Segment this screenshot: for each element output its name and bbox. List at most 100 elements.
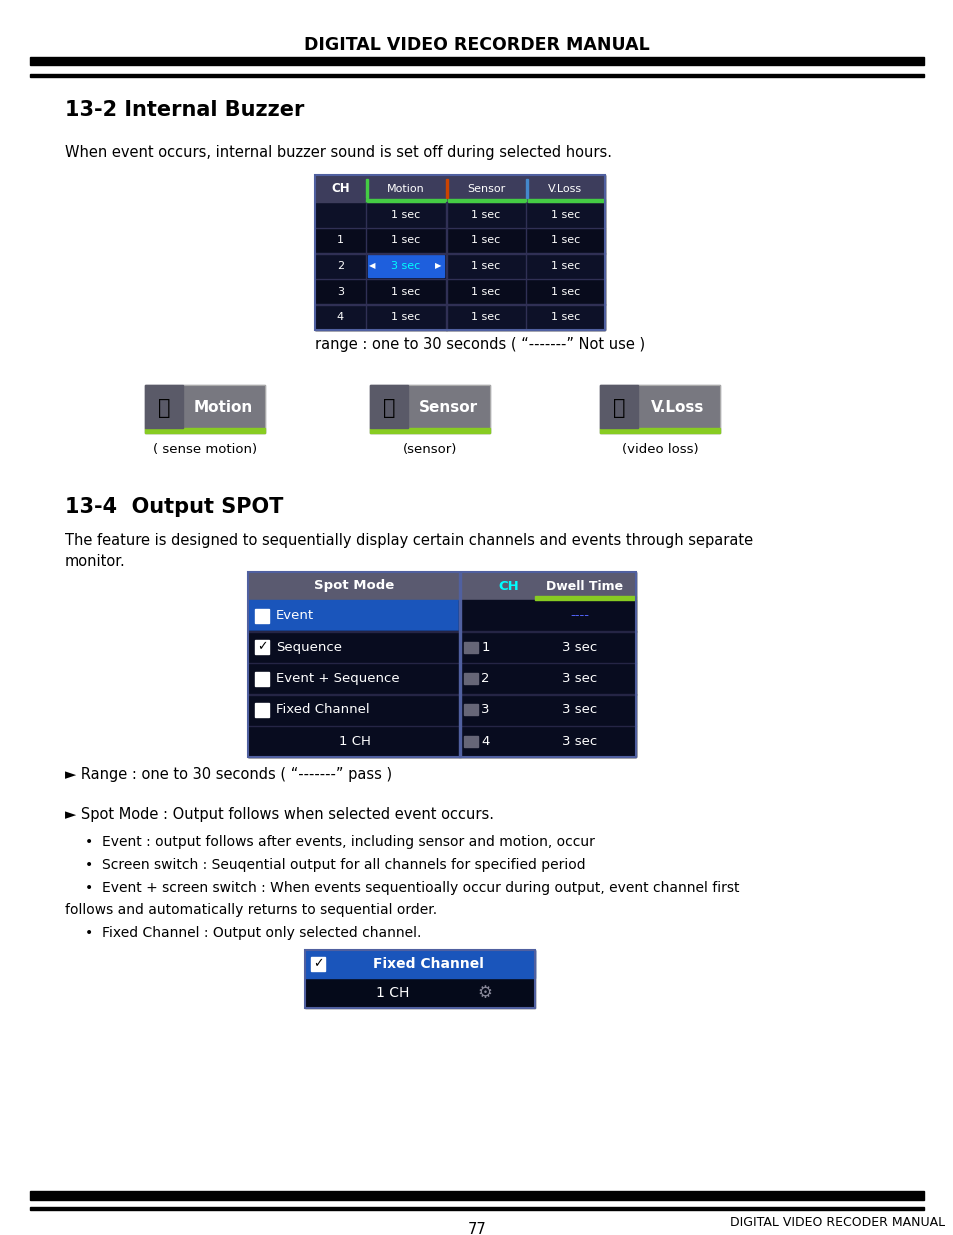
Bar — [464, 704, 478, 715]
Bar — [464, 736, 478, 747]
Text: 3: 3 — [480, 704, 489, 716]
Text: 1 sec: 1 sec — [471, 210, 500, 220]
Bar — [254, 703, 269, 716]
Text: Event: Event — [275, 609, 314, 622]
Text: 1 sec: 1 sec — [550, 312, 579, 322]
Bar — [314, 203, 604, 227]
Bar — [314, 279, 604, 304]
Bar — [248, 572, 636, 757]
Bar — [365, 179, 367, 198]
Bar — [370, 385, 490, 433]
Bar — [367, 256, 444, 277]
Bar — [370, 429, 490, 433]
Text: 13-4  Output SPOT: 13-4 Output SPOT — [65, 496, 283, 517]
Text: ⚙: ⚙ — [476, 984, 492, 1002]
Text: Fixed Channel: Fixed Channel — [275, 704, 369, 716]
Bar — [30, 1207, 923, 1210]
Bar — [305, 950, 535, 1008]
Text: •  Event : output follows after events, including sensor and motion, occur: • Event : output follows after events, i… — [85, 835, 595, 848]
Text: Event + Sequence: Event + Sequence — [275, 672, 399, 685]
Text: Dwell Time: Dwell Time — [546, 579, 622, 593]
Text: ✓: ✓ — [256, 641, 267, 653]
Text: •  Event + screen switch : When events sequentioally occur during output, event : • Event + screen switch : When events se… — [85, 881, 739, 895]
Bar — [314, 175, 604, 203]
Bar — [314, 227, 604, 253]
Bar — [145, 385, 183, 429]
Bar — [145, 385, 265, 433]
Bar — [248, 572, 636, 600]
Bar — [254, 672, 269, 685]
Text: 13-2 Internal Buzzer: 13-2 Internal Buzzer — [65, 100, 304, 120]
Text: CH: CH — [331, 182, 350, 195]
Text: ----: ---- — [569, 609, 588, 622]
Text: CH: CH — [498, 579, 518, 593]
Text: ✓: ✓ — [313, 957, 323, 971]
Text: 1: 1 — [336, 236, 343, 246]
Bar — [305, 950, 535, 978]
Text: 3 sec: 3 sec — [561, 735, 597, 748]
Text: The feature is designed to sequentially display certain channels and events thro: The feature is designed to sequentially … — [65, 532, 752, 547]
Text: 2: 2 — [336, 261, 344, 270]
Bar — [248, 726, 636, 757]
Bar — [599, 385, 720, 433]
Text: Motion: Motion — [387, 184, 424, 194]
Bar — [464, 673, 478, 684]
Text: Fixed Channel: Fixed Channel — [373, 957, 483, 971]
Text: 3 sec: 3 sec — [391, 261, 420, 270]
Bar — [459, 600, 636, 631]
Text: 🔊: 🔊 — [382, 398, 395, 417]
Text: 2: 2 — [480, 672, 489, 685]
Text: ( sense motion): ( sense motion) — [152, 443, 256, 457]
Text: •  Screen switch : Seuqential output for all channels for specified period: • Screen switch : Seuqential output for … — [85, 858, 585, 872]
Bar — [464, 642, 478, 652]
Text: 4: 4 — [480, 735, 489, 748]
Text: 1 sec: 1 sec — [391, 312, 420, 322]
Bar — [535, 597, 636, 600]
Text: 1 sec: 1 sec — [391, 210, 420, 220]
Bar — [248, 631, 636, 663]
Bar — [599, 385, 638, 429]
Text: 3 sec: 3 sec — [561, 704, 597, 716]
Text: 77: 77 — [467, 1223, 486, 1235]
Bar — [314, 175, 604, 330]
Text: 3 sec: 3 sec — [561, 672, 597, 685]
Text: 1 sec: 1 sec — [471, 236, 500, 246]
Bar — [314, 304, 604, 330]
Text: Spot Mode: Spot Mode — [314, 579, 394, 593]
Bar — [30, 74, 923, 77]
Text: ► Range : one to 30 seconds ( “-------” pass ): ► Range : one to 30 seconds ( “-------” … — [65, 767, 392, 783]
Bar — [446, 179, 448, 198]
Bar — [314, 175, 604, 330]
Text: Motion: Motion — [193, 400, 253, 415]
Text: 3 sec: 3 sec — [561, 641, 597, 653]
Text: 1 sec: 1 sec — [391, 287, 420, 296]
Bar — [365, 199, 446, 203]
Bar — [527, 199, 604, 203]
Bar — [311, 957, 325, 971]
Text: When event occurs, internal buzzer sound is set off during selected hours.: When event occurs, internal buzzer sound… — [65, 144, 612, 159]
Text: 1 sec: 1 sec — [550, 287, 579, 296]
Bar — [370, 385, 490, 433]
Text: Sensor: Sensor — [466, 184, 504, 194]
Text: DIGITAL VIDEO RECODER MANUAL: DIGITAL VIDEO RECODER MANUAL — [729, 1215, 944, 1229]
Text: Sensor: Sensor — [418, 400, 477, 415]
Text: 1 CH: 1 CH — [338, 735, 370, 748]
Bar — [248, 694, 636, 726]
Text: 1 sec: 1 sec — [550, 236, 579, 246]
Bar — [314, 253, 604, 279]
Text: •  Fixed Channel : Output only selected channel.: • Fixed Channel : Output only selected c… — [85, 926, 421, 940]
Bar — [525, 179, 527, 198]
Text: V.Loss: V.Loss — [548, 184, 581, 194]
Bar — [599, 429, 720, 433]
Text: 1 sec: 1 sec — [471, 312, 500, 322]
Bar — [30, 57, 923, 65]
Text: range : one to 30 seconds ( “-------” Not use ): range : one to 30 seconds ( “-------” No… — [314, 337, 644, 352]
Bar — [248, 572, 636, 757]
Text: 1 sec: 1 sec — [550, 261, 579, 270]
Bar — [254, 609, 269, 622]
Bar — [145, 385, 265, 433]
Text: (video loss): (video loss) — [621, 443, 698, 457]
Text: 1 sec: 1 sec — [550, 210, 579, 220]
Text: 1 sec: 1 sec — [471, 287, 500, 296]
Text: ► Spot Mode : Output follows when selected event occurs.: ► Spot Mode : Output follows when select… — [65, 808, 494, 823]
